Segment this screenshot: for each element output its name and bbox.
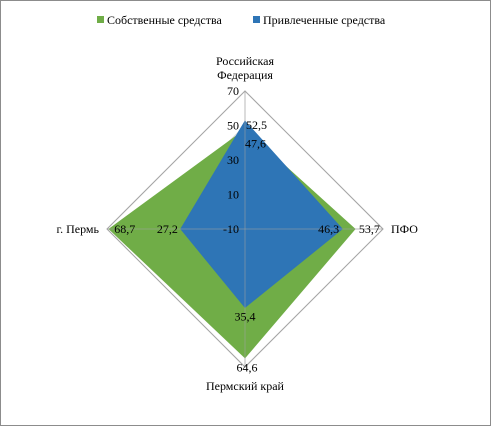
data-label: 64,6 bbox=[237, 361, 258, 375]
legend-swatch-borrowed-funds bbox=[253, 16, 260, 23]
axis-tick-label: 30 bbox=[227, 153, 239, 167]
data-label: 53,7 bbox=[359, 222, 380, 236]
axis-tick-labels: -10 10 30 50 70 bbox=[223, 84, 239, 236]
axis-tick-label: 50 bbox=[227, 119, 239, 133]
axis-tick-label: -10 bbox=[223, 222, 239, 236]
data-label: 35,4 bbox=[235, 309, 256, 323]
radar-grid-outline bbox=[106, 90, 384, 368]
legend-label-borrowed-funds: Привлеченные средства bbox=[263, 13, 386, 27]
data-label: 27,2 bbox=[157, 222, 178, 236]
legend: Собственные средства Привлеченные средст… bbox=[97, 13, 386, 27]
category-label: Пермский край bbox=[206, 379, 285, 393]
category-label: Российская bbox=[216, 54, 274, 68]
category-label: г. Пермь bbox=[57, 222, 100, 236]
legend-swatch-own-funds bbox=[97, 16, 104, 23]
category-label: ПФО bbox=[391, 222, 418, 236]
axis-tick-label: 70 bbox=[227, 84, 239, 98]
data-label: 46,3 bbox=[318, 222, 339, 236]
data-label: 47,6 bbox=[245, 137, 266, 151]
data-labels: 47,6 53,7 64,6 68,7 52,5 46,3 35,4 27,2 bbox=[114, 118, 380, 374]
category-label: Федерация bbox=[217, 68, 273, 82]
data-label: 68,7 bbox=[114, 222, 135, 236]
data-label: 52,5 bbox=[246, 118, 267, 132]
series-layer bbox=[108, 120, 356, 359]
legend-label-own-funds: Собственные средства bbox=[107, 13, 223, 27]
axis-tick-label: 10 bbox=[227, 188, 239, 202]
